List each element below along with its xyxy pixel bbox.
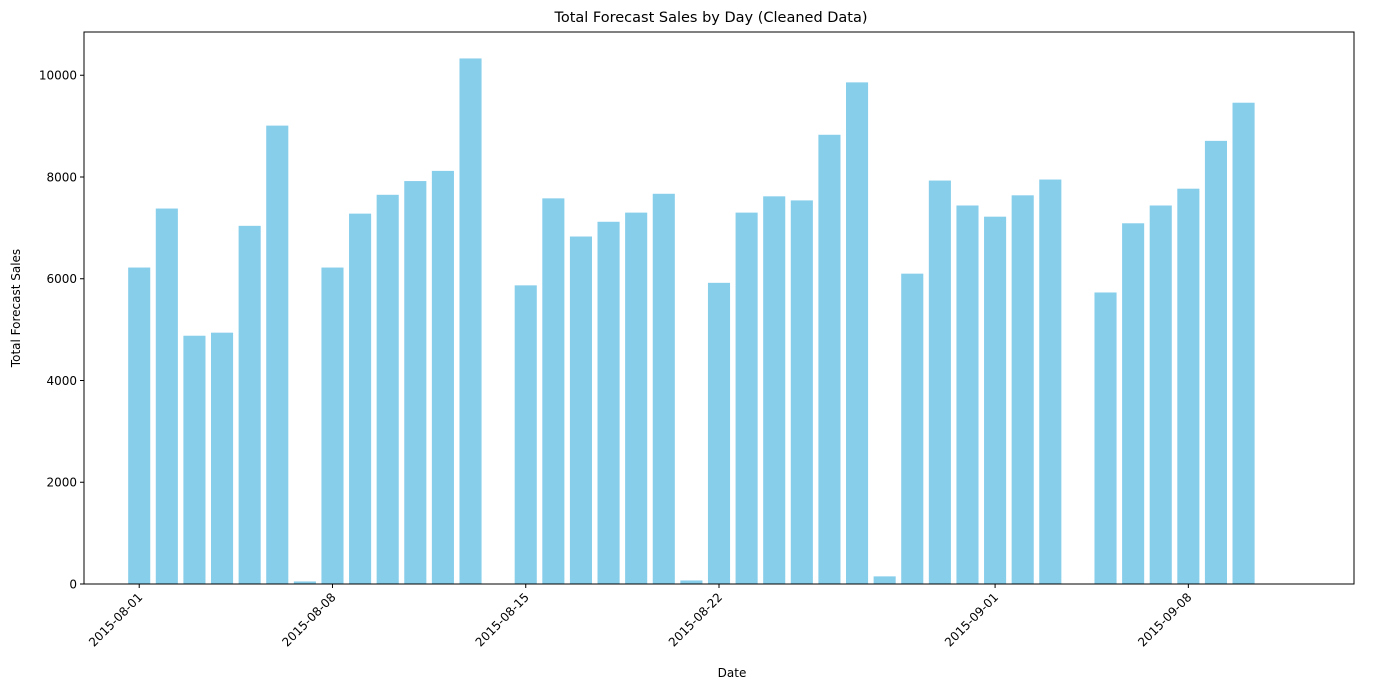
bar (735, 212, 758, 585)
bar (238, 225, 261, 584)
plot-area (128, 58, 1255, 585)
bar (404, 181, 427, 584)
chart-title: Total Forecast Sales by Day (Cleaned Dat… (553, 10, 867, 26)
bar (514, 285, 537, 584)
bar (763, 196, 786, 584)
bar (790, 200, 813, 584)
y-tick-label: 10000 (39, 69, 77, 83)
bar (1232, 102, 1255, 584)
bar (293, 581, 316, 584)
bar (928, 180, 951, 584)
bar (873, 576, 896, 584)
bar (1149, 205, 1172, 585)
y-tick-label: 6000 (46, 272, 77, 286)
bar (542, 198, 565, 585)
bar (956, 205, 979, 585)
bar (266, 125, 289, 585)
bar (1011, 195, 1034, 584)
bar (1094, 292, 1117, 584)
bar (625, 212, 648, 585)
bar (321, 267, 344, 584)
y-tick-label: 8000 (46, 170, 77, 184)
bar (376, 194, 399, 585)
bar (680, 580, 703, 584)
bar (846, 82, 869, 585)
bar (183, 335, 206, 584)
y-tick-label: 0 (69, 578, 77, 592)
bar (459, 58, 482, 584)
bar (431, 170, 454, 584)
bar (597, 221, 620, 584)
bar (1039, 179, 1062, 585)
bar (818, 134, 841, 584)
bar (349, 213, 372, 584)
y-tick-label: 2000 (46, 476, 77, 490)
bar (652, 193, 675, 584)
bar (707, 282, 731, 584)
y-axis-ticks: 0 2000 4000 6000 8000 10000 (39, 69, 84, 592)
bar (155, 208, 178, 585)
bar (1177, 188, 1200, 584)
bar (984, 216, 1007, 584)
y-tick-label: 4000 (46, 374, 77, 388)
bar (1122, 223, 1145, 585)
bar (211, 332, 234, 584)
y-axis-label: Total Forecast Sales (9, 249, 23, 368)
bar (569, 236, 592, 584)
x-axis-label: Date (718, 666, 747, 680)
bar (901, 273, 924, 584)
bar (128, 267, 151, 584)
bar (1204, 140, 1227, 584)
plot-frame (83, 31, 1355, 585)
